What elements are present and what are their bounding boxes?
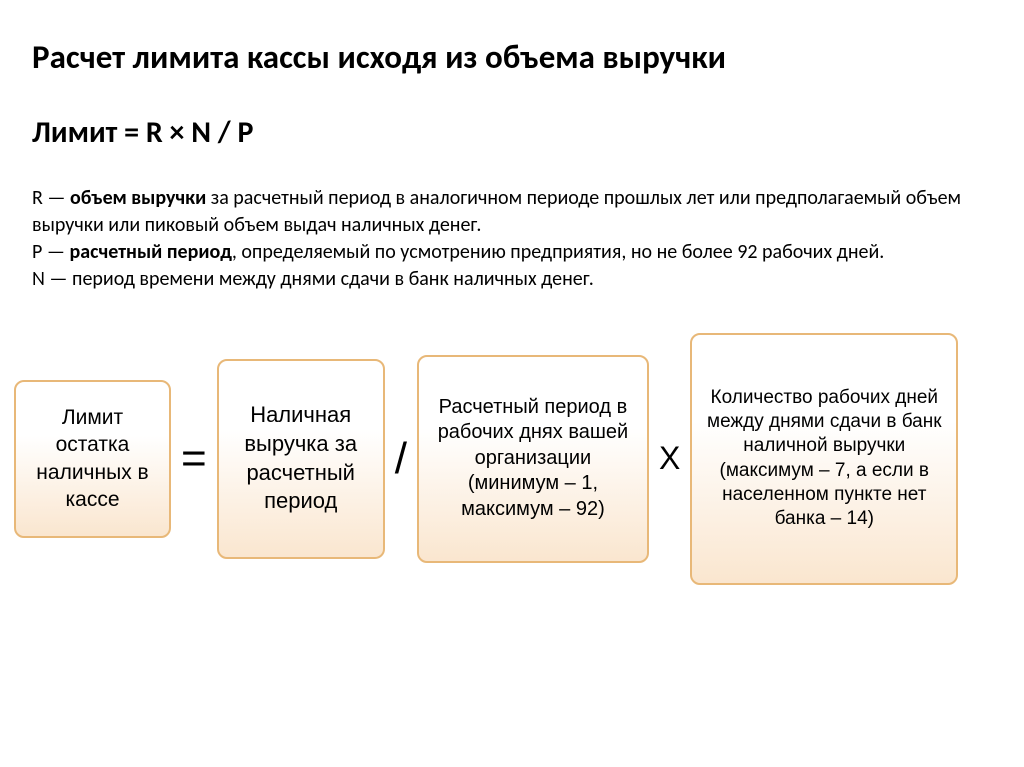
- def-p-rest: , определяемый по усмотрению предприятия…: [232, 240, 884, 264]
- operator-multiply: X: [659, 440, 680, 477]
- card-limit: Лимит остатка наличных в кассе: [14, 380, 171, 538]
- def-p: P — расчетный период, определяемый по ус…: [32, 239, 992, 266]
- card-revenue: Наличная выручка за расчетный период: [217, 359, 385, 559]
- definitions-block: R — объем выручки за расчетный период в …: [32, 185, 992, 293]
- def-r-bold: объем выручки: [70, 186, 206, 210]
- def-r-label: R —: [32, 186, 70, 210]
- def-p-bold: расчетный период: [69, 240, 231, 264]
- operator-divide: /: [395, 434, 407, 484]
- operator-equals: =: [181, 434, 207, 484]
- page-title: Расчет лимита кассы исходя из объема выр…: [32, 38, 992, 78]
- def-p-label: P —: [32, 240, 69, 264]
- def-n: N — период времени между днями сдачи в б…: [32, 266, 992, 293]
- formula-diagram: Лимит остатка наличных в кассе = Налична…: [14, 333, 1018, 585]
- formula-line: Лимит = R × N / P: [32, 114, 992, 151]
- card-days: Количество рабочих дней между днями сдач…: [690, 333, 958, 585]
- def-r: R — объем выручки за расчетный период в …: [32, 185, 992, 239]
- card-period: Расчетный период в рабочих днях вашей ор…: [417, 355, 649, 563]
